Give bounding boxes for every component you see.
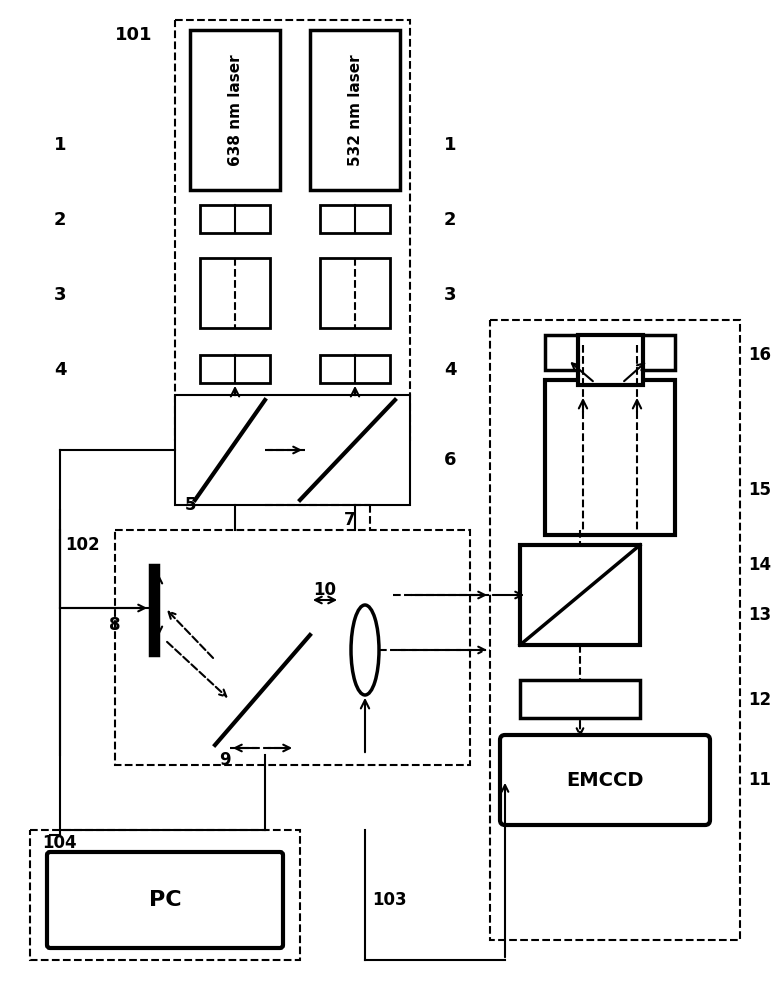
Bar [200,258,270,328]
Bar [190,30,280,190]
Text: 101: 101 [115,26,153,44]
Bar [175,395,410,505]
Text: 104: 104 [42,834,77,852]
Bar [175,20,410,440]
Text: PC: PC [149,890,182,910]
Bar [520,680,640,718]
Bar [30,830,300,960]
Bar [320,355,390,383]
Text: 7: 7 [345,511,355,529]
Text: 2: 2 [444,211,456,229]
Text: 102: 102 [65,536,100,554]
Bar [115,530,470,765]
Text: 2: 2 [54,211,67,229]
Bar [310,30,400,190]
Text: 15: 15 [749,481,771,499]
Bar [545,380,675,535]
FancyBboxPatch shape [500,735,710,825]
Text: 11: 11 [749,771,771,789]
Text: 14: 14 [749,556,771,574]
Text: 5: 5 [185,496,197,514]
Bar [200,355,270,383]
Text: 9: 9 [219,751,231,769]
Text: 16: 16 [749,346,771,364]
Text: EMCCD: EMCCD [566,770,644,790]
Text: 4: 4 [444,361,456,379]
Text: 1: 1 [54,136,67,154]
Text: 3: 3 [444,286,456,304]
Text: 1: 1 [444,136,456,154]
Text: 6: 6 [444,451,456,469]
Bar [490,320,740,940]
Text: 4: 4 [54,361,67,379]
Bar [320,205,390,233]
Text: 3: 3 [54,286,67,304]
Bar [578,335,643,385]
Bar [545,335,675,370]
Text: 13: 13 [749,606,771,624]
Bar [200,205,270,233]
Text: 10: 10 [313,581,337,599]
Ellipse shape [351,605,379,695]
FancyBboxPatch shape [47,852,283,948]
Bar [150,565,158,655]
Bar [320,258,390,328]
Text: 532 nm laser: 532 nm laser [348,54,363,166]
Bar [520,545,640,645]
Text: 103: 103 [373,891,407,909]
Text: 12: 12 [749,691,771,709]
Text: 638 nm laser: 638 nm laser [228,54,243,166]
Text: 8: 8 [110,616,121,634]
